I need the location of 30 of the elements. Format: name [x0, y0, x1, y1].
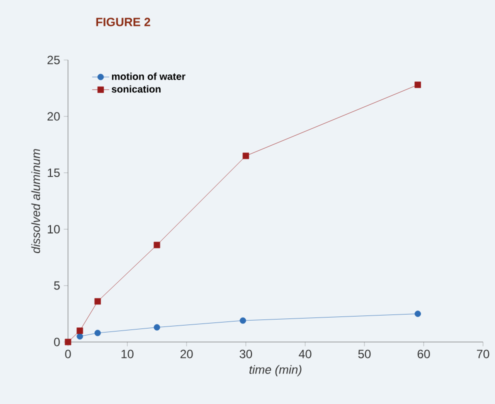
x-tick-label: 50 — [358, 350, 371, 358]
legend-label: motion of water — [112, 72, 186, 80]
point — [154, 242, 160, 248]
point — [94, 298, 101, 305]
x-tick-label: 30 — [240, 350, 252, 358]
y-tick-label: 20 — [48, 112, 60, 121]
y-axis-title: dissolved aluminum — [31, 149, 40, 254]
y-tick-label: 0 — [54, 338, 60, 346]
point — [76, 333, 84, 340]
point — [76, 328, 84, 334]
x-tick-label: 40 — [298, 350, 312, 358]
point — [64, 338, 72, 346]
y-tick-label: 10 — [48, 224, 60, 234]
x-tick-label: 10 — [122, 350, 134, 358]
point — [414, 82, 421, 88]
x-tick-label: 70 — [476, 350, 490, 358]
chart-title: FIGURE 2 — [96, 18, 150, 26]
point — [94, 330, 101, 336]
point — [240, 317, 246, 324]
y-tick-label: 25 — [48, 56, 60, 64]
x-axis-title: time (min) — [249, 365, 302, 376]
y-tick-label: 5 — [54, 281, 60, 290]
point — [154, 324, 160, 331]
point — [414, 310, 421, 317]
point — [242, 152, 250, 160]
x-tick-label: 20 — [180, 350, 193, 358]
legend-label: sonication — [112, 85, 161, 93]
x-tick-label: 0 — [65, 350, 71, 358]
y-tick-label: 15 — [48, 168, 60, 177]
x-tick-label: 60 — [418, 350, 430, 358]
